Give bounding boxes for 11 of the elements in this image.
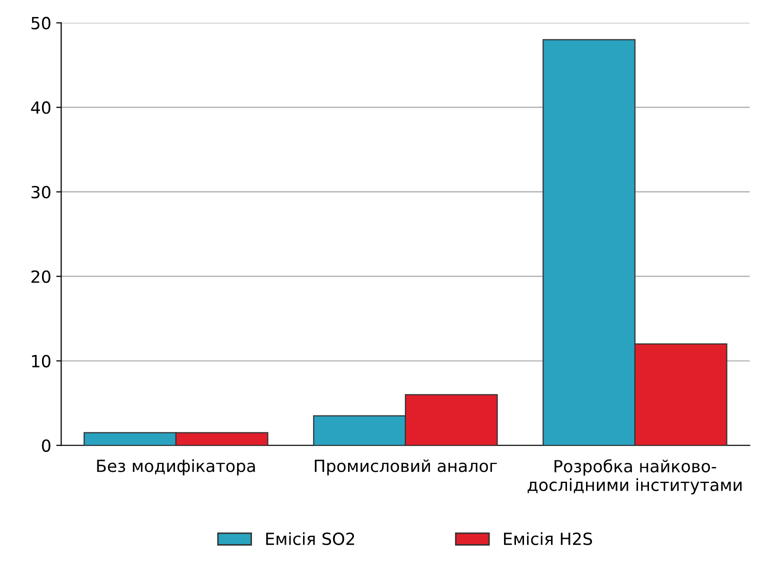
x-tick-label: Розробка найково- дослідними інститутами — [528, 459, 742, 494]
y-tick-label: 20 — [31, 270, 50, 283]
x-tick-label: Промисловий аналог — [314, 459, 497, 476]
y-tick-label: 30 — [32, 186, 50, 198]
y-tick-label: 40 — [31, 101, 50, 114]
y-tick-label: 0 — [42, 439, 50, 452]
legend-label: Емісія SO2 — [266, 532, 354, 546]
x-tick-label: Без модифікатора — [97, 459, 255, 476]
y-tick-label: 10 — [32, 354, 50, 368]
legend-label: Емісія H2S — [504, 532, 592, 546]
y-tick-label: 50 — [32, 16, 50, 30]
